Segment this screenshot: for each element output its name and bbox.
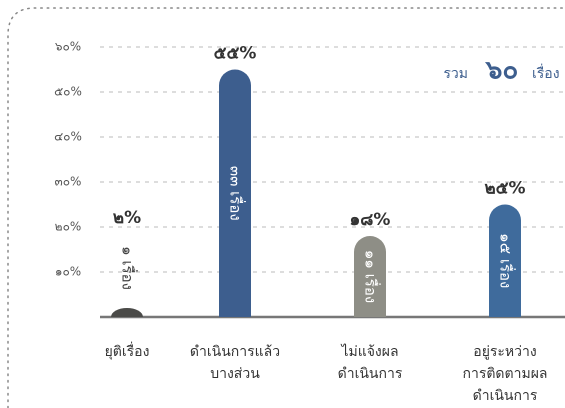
x-tick-label: ยุติเรื่อง: [105, 342, 150, 360]
total-suffix: เรื่อง: [532, 64, 560, 82]
x-tick-label: ดำเนินการ: [338, 366, 403, 382]
x-tick-label: การติดตามผล: [462, 366, 547, 382]
x-tick-label: อยู่ระหว่าง: [473, 344, 536, 360]
value-label: ๒๕%: [484, 179, 525, 199]
total-prefix: รวม: [443, 66, 468, 82]
x-tick-label: ดำเนินการแล้ว: [190, 344, 280, 360]
x-tick-label: ไม่แจ้งผล: [340, 343, 398, 360]
frame: [7, 7, 565, 408]
value-label: ๒%: [113, 208, 141, 228]
total-value: ๖๐: [485, 56, 518, 86]
bar: [489, 204, 521, 317]
value-label: ๑๘%: [350, 210, 391, 230]
y-tick-label: ๔๐%: [54, 130, 82, 144]
y-tick-label: ๒๐%: [55, 220, 82, 234]
y-tick-label: ๕๐%: [54, 85, 82, 99]
x-tick-label: บางส่วน: [210, 366, 260, 382]
y-tick-label: ๓๐%: [55, 175, 82, 189]
inner-label: ๑๑ เรื่อง: [362, 250, 382, 303]
inner-label: ๑ เรื่อง: [119, 246, 139, 290]
y-tick-label: ๑๐%: [55, 265, 81, 279]
x-tick-label: ดำเนินการ: [473, 388, 538, 404]
inner-label: ๓๓ เรื่อง: [227, 166, 247, 221]
bar: [354, 236, 386, 317]
value-label: ๕๕%: [214, 44, 257, 64]
inner-label: ๑๕ เรื่อง: [497, 233, 517, 288]
bar: [219, 69, 251, 317]
y-tick-label: ๖๐%: [55, 40, 81, 54]
bar: [111, 308, 143, 317]
